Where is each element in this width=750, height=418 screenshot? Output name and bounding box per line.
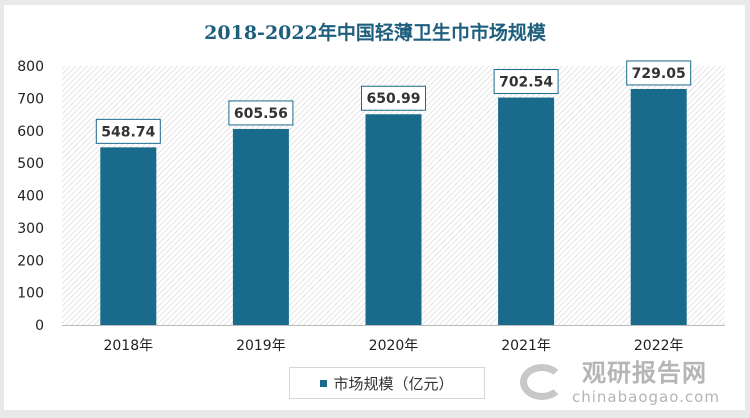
y-tick-label: 600 [17, 124, 44, 140]
watermark-logo: 观研报告网 chinabaogao.com [512, 360, 732, 410]
bar [365, 114, 422, 325]
data-label: 605.56 [234, 106, 288, 122]
y-tick-label: 700 [17, 91, 44, 107]
y-tick-label: 500 [17, 156, 44, 172]
data-label-box [626, 60, 692, 86]
x-tick-label: 2021年 [501, 338, 551, 354]
y-tick-label: 100 [17, 286, 44, 302]
watermark-en: chinabaogao.com [572, 388, 720, 406]
y-tick-label: 300 [17, 221, 44, 237]
x-tick-label: 2018年 [103, 338, 153, 354]
chart-title: 2018-2022年中国轻薄卫生巾市场规模 [204, 22, 546, 44]
data-label-box [361, 85, 426, 111]
x-tick-label: 2019年 [236, 338, 286, 354]
y-tick-label: 800 [17, 59, 44, 75]
y-tick-label: 400 [17, 189, 44, 205]
bar [630, 88, 687, 325]
data-label-box [493, 69, 559, 95]
bar [232, 128, 289, 325]
data-label: 702.54 [499, 75, 553, 91]
bar [100, 147, 157, 325]
watermark-cn: 观研报告网 [582, 359, 707, 387]
data-label: 548.74 [101, 124, 155, 140]
logo-icon [520, 364, 564, 400]
x-tick-label: 2022年 [634, 338, 684, 354]
data-label: 650.99 [366, 91, 420, 107]
legend: 市场规模（亿元） [289, 367, 485, 399]
bar [498, 97, 555, 325]
y-tick-label: 200 [17, 253, 44, 269]
legend-swatch [320, 379, 328, 387]
data-label: 729.05 [632, 66, 686, 82]
x-tick-label: 2020年 [369, 338, 419, 354]
data-label-box [95, 118, 161, 144]
legend-label: 市场规模（亿元） [333, 374, 454, 393]
y-tick-label: 0 [35, 318, 44, 334]
data-label-box [228, 100, 294, 126]
